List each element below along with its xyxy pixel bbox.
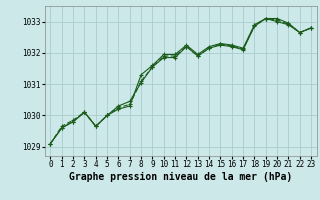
X-axis label: Graphe pression niveau de la mer (hPa): Graphe pression niveau de la mer (hPa) [69,172,292,182]
